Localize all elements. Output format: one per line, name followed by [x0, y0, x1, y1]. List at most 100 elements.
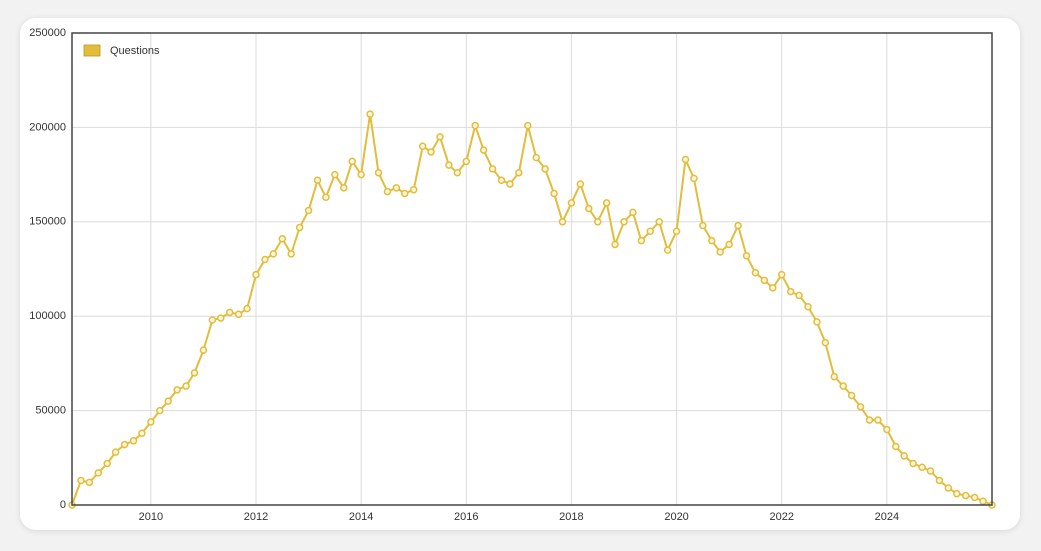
data-point	[953, 489, 961, 498]
data-point	[620, 218, 628, 226]
data-point	[418, 142, 427, 151]
x-tick-label: 2014	[349, 511, 373, 523]
data-point	[637, 236, 646, 245]
data-point	[94, 469, 103, 477]
data-point	[374, 168, 383, 177]
data-point	[742, 252, 751, 260]
data-point	[611, 240, 619, 249]
data-point	[646, 227, 655, 235]
data-point	[436, 133, 444, 141]
data-point	[348, 157, 356, 166]
plot-frame	[71, 32, 993, 506]
data-point	[120, 440, 129, 449]
data-point	[804, 303, 812, 311]
data-point	[208, 316, 217, 324]
data-point	[278, 235, 287, 243]
data-point	[383, 187, 392, 196]
data-point	[795, 291, 803, 300]
data-point	[199, 346, 208, 354]
data-point	[821, 338, 830, 347]
data-point	[453, 168, 462, 177]
data-point	[558, 218, 567, 226]
data-point	[85, 478, 94, 487]
data-point	[830, 372, 839, 381]
data-point	[839, 382, 847, 390]
data-point	[287, 250, 295, 258]
data-point	[926, 467, 935, 475]
data-point	[295, 223, 304, 232]
data-point	[462, 157, 471, 166]
data-point	[164, 397, 172, 405]
data-point	[479, 146, 488, 154]
data-point	[979, 497, 987, 505]
data-point	[585, 204, 593, 213]
data-point	[892, 442, 900, 451]
data-point	[401, 189, 409, 198]
data-point	[681, 155, 690, 164]
data-point	[445, 161, 453, 169]
legend-label: Questions	[110, 45, 160, 57]
data-point	[77, 476, 85, 485]
data-point	[409, 185, 418, 194]
x-tick-label: 2016	[454, 511, 478, 523]
data-point	[147, 418, 155, 426]
data-point	[497, 176, 506, 185]
data-point	[541, 165, 549, 173]
data-point	[944, 484, 953, 492]
x-tick-label: 2020	[664, 511, 688, 523]
data-point	[225, 308, 234, 317]
y-tick-label: 200000	[29, 121, 66, 133]
data-point	[340, 184, 348, 192]
data-point	[471, 121, 479, 130]
x-tick-label: 2010	[139, 511, 163, 523]
data-point	[515, 168, 523, 177]
data-point	[103, 459, 111, 468]
data-point	[524, 121, 532, 130]
data-point	[488, 165, 497, 173]
data-point	[699, 221, 707, 230]
data-point	[129, 437, 138, 445]
y-tick-label: 100000	[29, 310, 66, 322]
data-point	[182, 382, 190, 390]
data-point	[918, 463, 926, 471]
y-tick-label: 150000	[29, 216, 66, 228]
data-point	[690, 174, 698, 183]
data-point	[506, 180, 514, 188]
data-point	[961, 491, 970, 500]
data-point	[331, 170, 339, 179]
data-point	[304, 206, 313, 215]
x-tick-label: 2012	[244, 511, 268, 523]
data-point	[769, 284, 777, 292]
data-point	[269, 250, 278, 258]
data-point	[261, 255, 269, 264]
data-point	[252, 270, 260, 279]
data-point	[655, 218, 663, 226]
data-point	[576, 180, 585, 188]
card	[20, 18, 1020, 530]
data-point	[725, 240, 733, 249]
data-point	[392, 184, 401, 192]
data-point	[883, 425, 891, 434]
data-point	[111, 448, 120, 456]
series-line	[71, 114, 993, 506]
data-point	[629, 208, 637, 217]
y-tick-label: 250000	[29, 27, 66, 39]
data-point	[243, 304, 251, 313]
data-point	[550, 189, 558, 198]
data-point	[856, 403, 865, 411]
data-point	[874, 416, 882, 424]
y-tick-label: 50000	[35, 405, 66, 417]
data-point	[760, 276, 769, 285]
legend-swatch	[83, 44, 101, 57]
data-point	[357, 170, 365, 179]
data-point	[708, 236, 716, 245]
data-point	[427, 148, 435, 156]
data-point	[663, 246, 672, 254]
x-tick-label: 2022	[769, 511, 793, 523]
data-point	[865, 416, 874, 424]
data-point	[217, 314, 225, 322]
data-point	[813, 318, 821, 326]
data-point	[173, 386, 181, 394]
x-tick-label: 2024	[875, 511, 899, 523]
